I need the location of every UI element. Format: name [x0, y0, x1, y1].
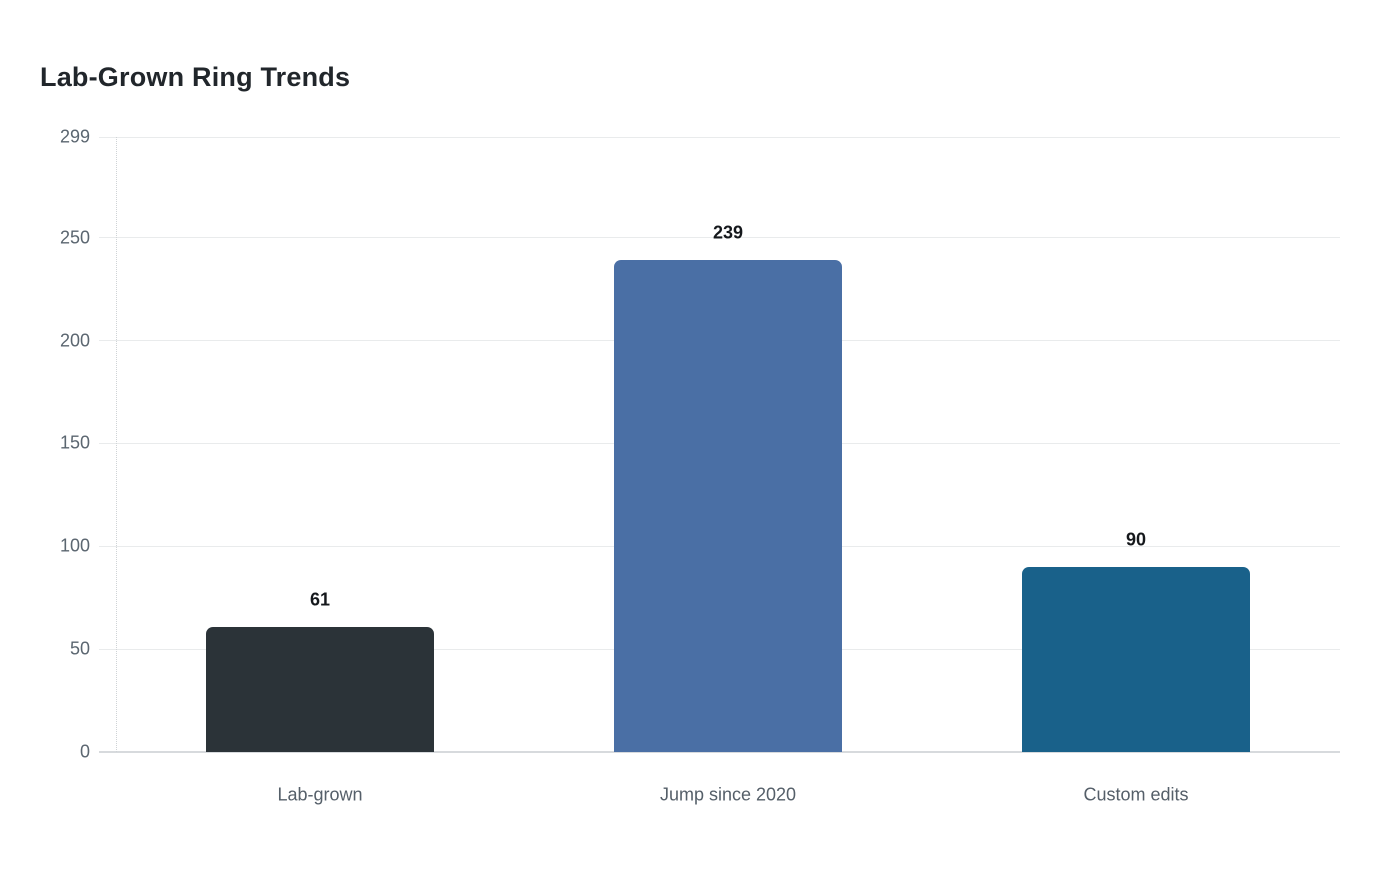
gridline	[99, 136, 1340, 138]
bar-value-label: 90	[1125, 529, 1147, 550]
bar-jump-since-2020	[614, 260, 842, 752]
bar-custom-edits	[1022, 566, 1250, 752]
bar-value-label: 239	[712, 222, 744, 243]
gridline	[99, 237, 1340, 239]
y-axis-tick-label: 200	[59, 330, 90, 351]
y-axis-tick-label: 150	[59, 432, 90, 453]
x-category-label: Custom edits	[1083, 784, 1189, 805]
y-axis-tick-label: 50	[69, 638, 90, 659]
x-axis-baseline	[99, 751, 1340, 753]
y-axis-line	[115, 137, 117, 752]
chart-title: Lab-Grown Ring Trends	[40, 62, 351, 92]
y-axis-tick-label: 299	[59, 126, 90, 147]
bar-value-label: 61	[309, 589, 331, 610]
bar-lab-grown	[206, 626, 434, 752]
y-axis-tick-label: 0	[79, 741, 90, 762]
x-category-label: Jump since 2020	[659, 784, 797, 805]
y-axis-tick-label: 100	[59, 535, 90, 556]
y-axis-tick-label: 250	[59, 227, 90, 248]
x-category-label: Lab-grown	[277, 784, 363, 805]
